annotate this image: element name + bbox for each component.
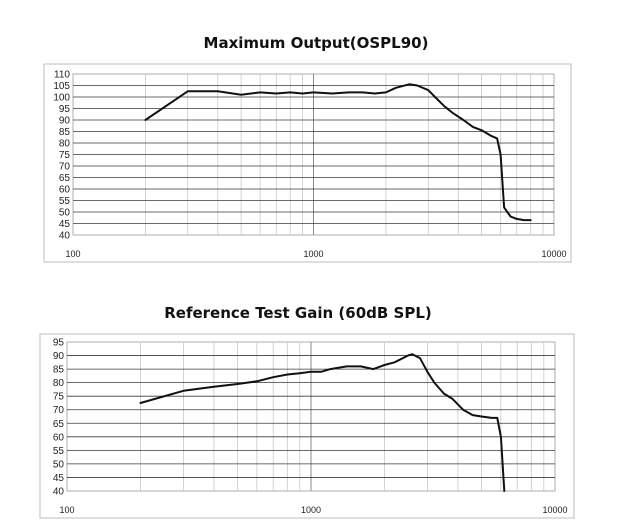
chart-1-series-line (144, 83, 532, 222)
chart-2-ytick-label: 40 (53, 487, 65, 498)
chart-1-ytick-label: 105 (53, 81, 70, 92)
chart-2-title: Reference Test Gain (60dB SPL) (164, 304, 432, 322)
chart-reference-test-gain: Reference Test Gain (60dB SPL) 95 90 85 80 7… (39, 304, 575, 519)
chart-1-ytick-label: 40 (59, 231, 71, 242)
chart-maximum-output: Maximum Output(OSPL90) 11010510095908580… (43, 34, 572, 263)
chart-1-ytick-label: 80 (59, 139, 71, 150)
chart-2-ytick-label: 85 (53, 365, 65, 376)
chart-2-xtick-label: 100 (59, 505, 74, 515)
chart-2-ytick-label: 90 (53, 351, 65, 362)
chart-1-title: Maximum Output(OSPL90) (204, 34, 429, 52)
chart-1-ytick-label: 75 (59, 150, 71, 161)
chart-2-ytick-label: 75 (53, 392, 65, 403)
chart-1-ytick-label: 50 (59, 208, 71, 219)
chart-2-ytick-label: 60 (53, 432, 65, 443)
chart-1-ytick-label: 65 (59, 173, 71, 184)
chart-2-ytick-label: 50 (53, 459, 65, 470)
chart-1-ytick-label: 70 (59, 162, 71, 173)
chart-1-ytick-label: 110 (54, 70, 70, 81)
chart-1-ytick-label: 60 (59, 185, 71, 196)
chart-1-xtick-label: 100 (65, 249, 80, 259)
chart-1-xtick-label: 10000 (541, 249, 566, 259)
chart-1-ytick-label: 55 (59, 196, 71, 207)
chart-2-ytick-label: 65 (53, 419, 65, 430)
chart-2-ytick-label: 95 (53, 338, 65, 349)
chart-2-xtick-label: 10000 (542, 505, 567, 515)
chart-2-ytick-label: 80 (53, 378, 65, 389)
chart-2-ytick-label: 45 (53, 473, 65, 484)
chart-2-series-line (139, 353, 506, 492)
chart-1-ytick-label: 85 (59, 127, 71, 138)
chart-1-xtick-label: 1000 (303, 249, 323, 259)
chart-1-ytick-label: 100 (53, 93, 70, 104)
chart-2-xtick-label: 1000 (301, 505, 321, 515)
chart-1-ytick-label: 45 (59, 219, 71, 230)
chart-1-ytick-label: 90 (59, 116, 71, 127)
chart-2-ytick-label: 70 (53, 405, 65, 416)
chart-1-ytick-label: 95 (59, 104, 71, 115)
chart-2-ytick-label: 55 (53, 446, 65, 457)
